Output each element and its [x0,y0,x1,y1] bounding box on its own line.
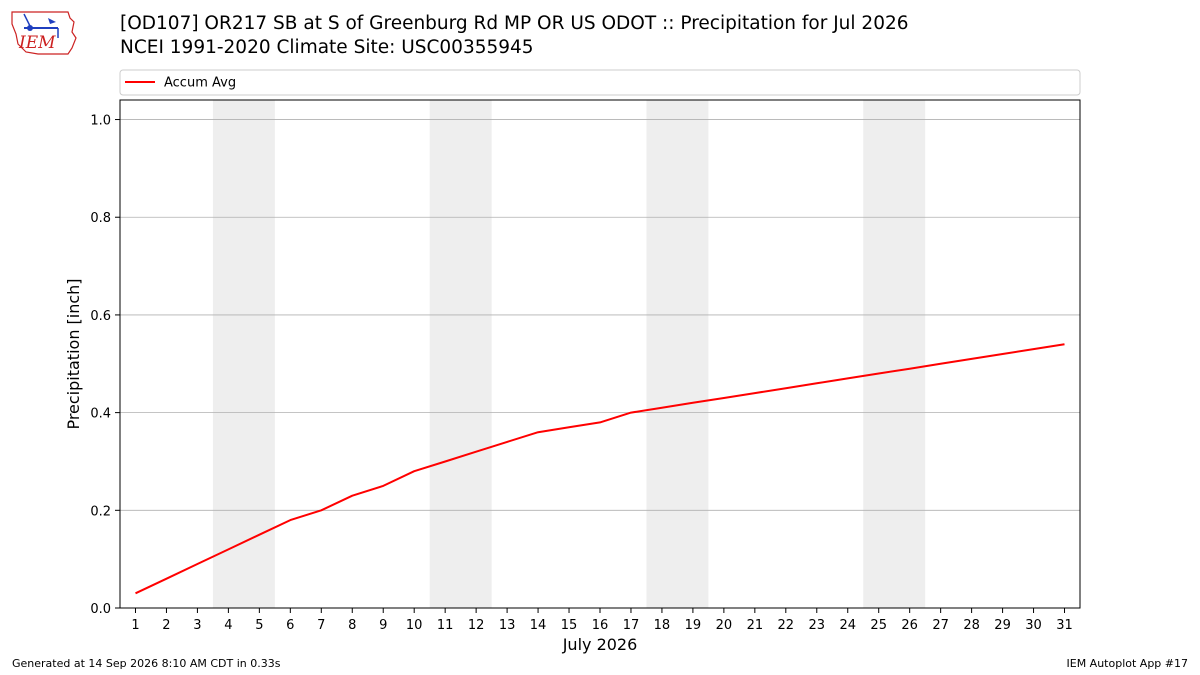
x-tick-label: 20 [716,618,733,633]
x-tick-label: 5 [255,618,263,633]
x-tick-label: 17 [623,618,640,633]
x-tick-label: 23 [809,618,826,633]
x-tick-label: 22 [778,618,795,633]
series-layer [135,343,1065,595]
x-tick-label: 15 [561,618,578,633]
weekend-band [646,100,709,608]
legend-label: Accum Avg [164,76,236,91]
x-tick-label: 27 [932,618,949,633]
x-tick-label: 6 [286,618,294,633]
legend-box [119,69,1081,96]
x-tick-label: 19 [685,618,702,633]
x-tick-label: 7 [317,618,325,633]
chart-subtitle: NCEI 1991-2020 Climate Site: USC00355945 [120,37,534,58]
y-tick-label: 0.6 [90,309,111,324]
iem-logo-icon: IEM [11,11,77,55]
x-tick-label: 8 [348,618,356,633]
x-tick-label: 18 [654,618,671,633]
x-tick-label: 1 [131,618,139,633]
y-axis-label: Precipitation [inch] [64,278,83,429]
x-axis-label: July 2026 [562,635,638,654]
x-tick-label: 26 [901,618,918,633]
x-tick-label: 21 [747,618,764,633]
x-tick-label: 12 [468,618,485,633]
chart-title: [OD107] OR217 SB at S of Greenburg Rd MP… [120,13,909,34]
logo-text: IEM [18,33,56,53]
x-tick-label: 13 [499,618,516,633]
x-tick-label: 2 [162,618,170,633]
x-tick-label: 24 [839,618,856,633]
y-tick-label: 1.0 [90,114,111,129]
weekend-band [863,100,926,608]
x-tick-label: 14 [530,618,547,633]
x-tick-label: 9 [379,618,387,633]
x-tick-label: 10 [406,618,423,633]
series-line-accum-avg [135,343,1065,595]
x-tick-label: 31 [1056,618,1073,633]
x-tick-label: 4 [224,618,232,633]
x-tick-label: 28 [963,618,980,633]
y-tick-label: 0.8 [90,211,111,226]
legend: Accum Avg [119,69,1081,96]
x-tick-label: 30 [1025,618,1042,633]
x-axis: 1 2 3 4 5 6 7 8 9 10 11 12 13 14 15 16 17 18 19 20 21 22 23 24 2… [131,608,1073,633]
x-tick-label: 16 [592,618,609,633]
weekend-band [429,100,492,608]
y-tick-label: 0.0 [90,602,111,617]
y-axis: 0.0 0.2 0.4 0.6 0.8 1.0 [90,114,120,617]
y-tick-label: 0.2 [90,504,111,519]
x-tick-label: 29 [994,618,1011,633]
x-tick-label: 3 [193,618,201,633]
app-label: IEM Autoplot App #17 [1066,657,1189,670]
generated-timestamp: Generated at 14 Sep 2026 8:10 AM CDT in … [12,657,281,670]
x-tick-label: 11 [437,618,454,633]
weekend-band [212,100,275,608]
x-tick-label: 25 [870,618,887,633]
weekend-bands [212,100,926,608]
y-tick-label: 0.4 [90,407,111,422]
